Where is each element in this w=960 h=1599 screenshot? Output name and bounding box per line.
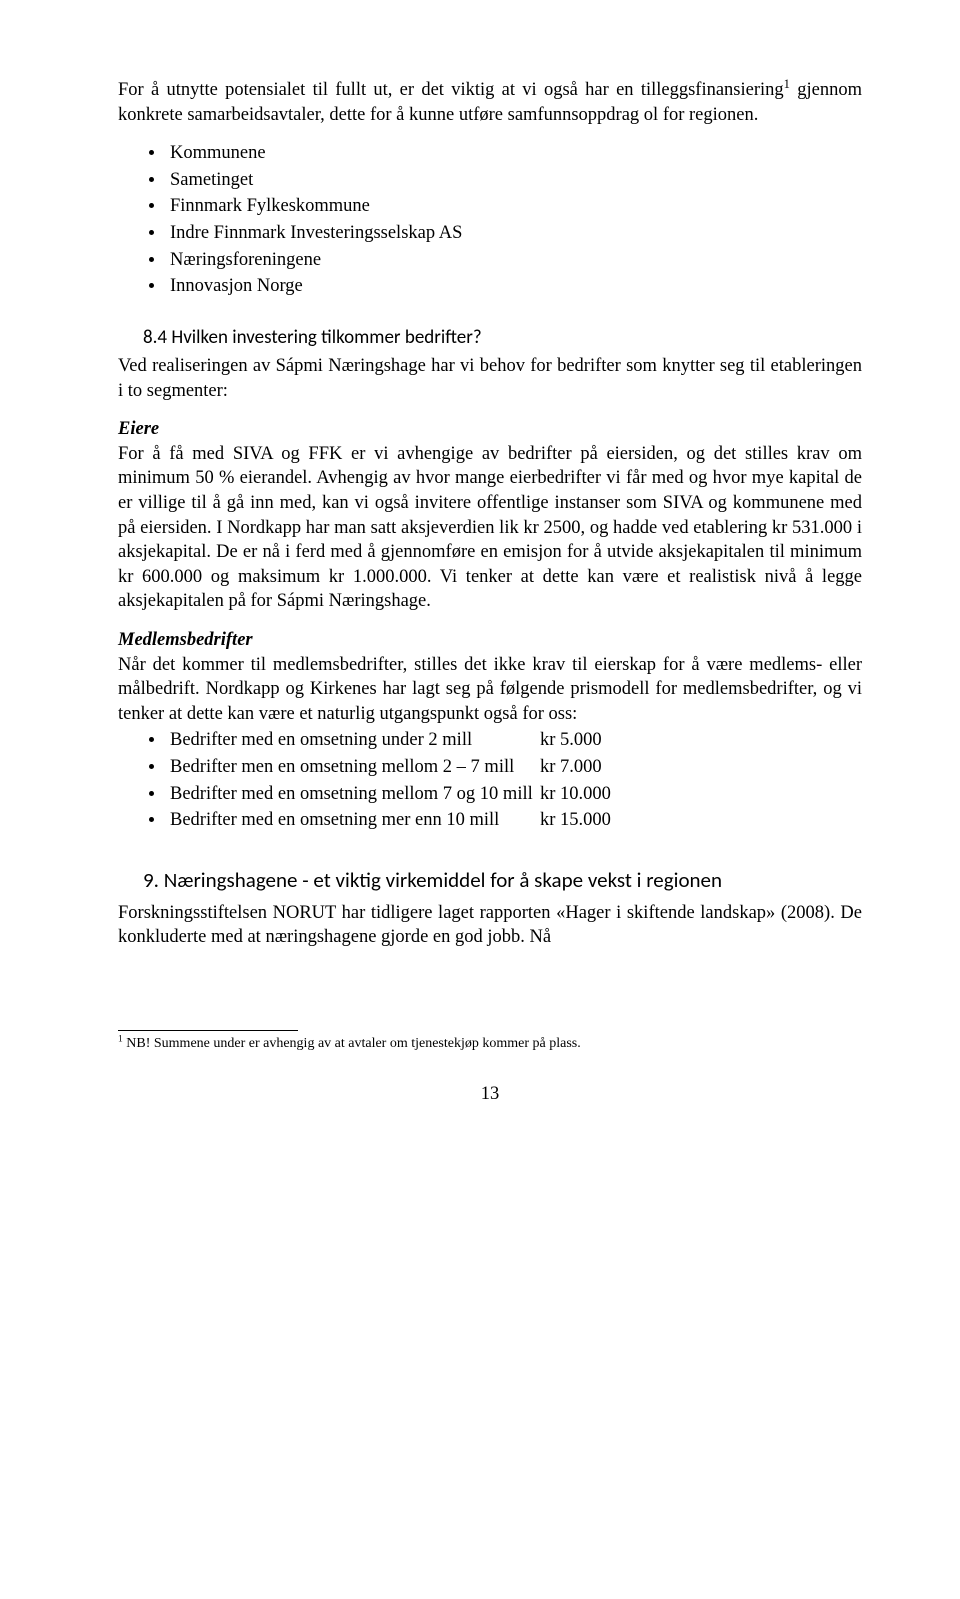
list-item: Næringsforeningene (166, 248, 862, 273)
price-text: Bedrifter men en omsetning mellom 2 – 7 … (170, 755, 540, 780)
partners-list: Kommunene Sametinget Finnmark Fylkeskomm… (118, 141, 862, 299)
list-item: Kommunene (166, 141, 862, 166)
list-item: Sametinget (166, 168, 862, 193)
price-value: kr 5.000 (540, 728, 602, 753)
section-9-body: Forskningsstiftelsen NORUT har tidligere… (118, 901, 862, 950)
eiere-block: Eiere For å få med SIVA og FFK er vi avh… (118, 417, 862, 614)
list-item: Bedrifter men en omsetning mellom 2 – 7 … (166, 755, 862, 780)
intro-paragraph: For å utnytte potensialet til fullt ut, … (118, 78, 862, 127)
medlem-title: Medlemsbedrifter (118, 630, 253, 650)
eiere-body: For å få med SIVA og FFK er vi avhengige… (118, 444, 862, 612)
price-list: Bedrifter med en omsetning under 2 mill … (118, 728, 862, 832)
list-item: Indre Finnmark Investeringsselskap AS (166, 221, 862, 246)
price-text: Bedrifter med en omsetning under 2 mill (170, 728, 540, 753)
list-item: Bedrifter med en omsetning mellom 7 og 1… (166, 782, 862, 807)
price-value: kr 15.000 (540, 808, 611, 833)
list-item: Innovasjon Norge (166, 274, 862, 299)
eiere-title: Eiere (118, 419, 159, 439)
list-item: Bedrifter med en omsetning under 2 mill … (166, 728, 862, 753)
price-text: Bedrifter med en omsetning mellom 7 og 1… (170, 782, 540, 807)
price-value: kr 7.000 (540, 755, 602, 780)
footnote-rule (118, 1030, 298, 1031)
footnote-1: 1 NB! Summene under er avhengig av at av… (118, 1035, 862, 1053)
section-heading-8-4: 8.4 Hvilken investering tilkommer bedrif… (143, 325, 862, 350)
medlem-body: Når det kommer til medlemsbedrifter, sti… (118, 655, 862, 724)
page-number: 13 (118, 1082, 862, 1107)
price-text: Bedrifter med en omsetning mer enn 10 mi… (170, 808, 540, 833)
footnote-text: NB! Summene under er avhengig av at avta… (123, 1036, 581, 1051)
list-item: Bedrifter med en omsetning mer enn 10 mi… (166, 808, 862, 833)
section-heading-9: 9. Næringshagene - et viktig virkemiddel… (143, 867, 862, 895)
list-item: Finnmark Fylkeskommune (166, 194, 862, 219)
medlem-block: Medlemsbedrifter Når det kommer til medl… (118, 628, 862, 726)
price-value: kr 10.000 (540, 782, 611, 807)
intro-text-a: For å utnytte potensialet til fullt ut, … (118, 80, 784, 100)
section-8-4-lead: Ved realiseringen av Sápmi Næringshage h… (118, 354, 862, 403)
